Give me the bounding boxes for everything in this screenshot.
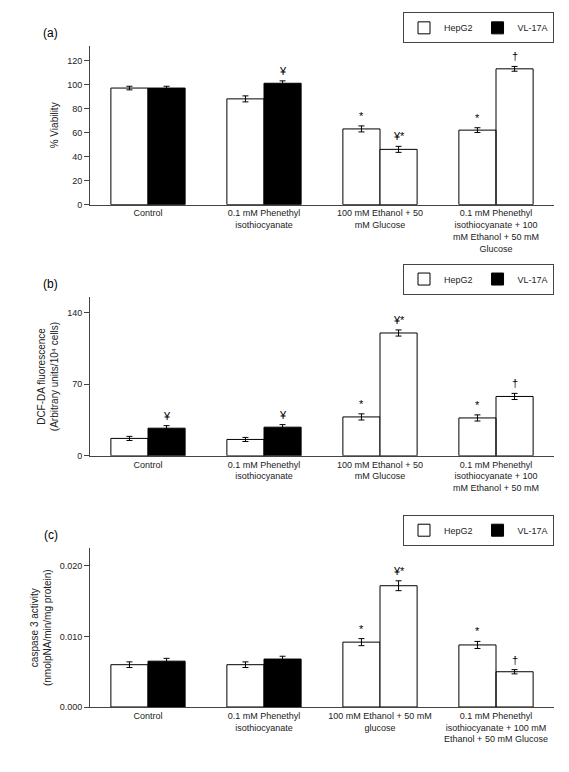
svg-text:20: 20 bbox=[72, 176, 82, 186]
svg-text:70: 70 bbox=[72, 379, 82, 389]
svg-text:*: * bbox=[359, 110, 364, 122]
svg-text:*: * bbox=[475, 399, 480, 411]
svg-text:0.1 mM Phenethylisothiocyanate: 0.1 mM Phenethylisothiocyanate bbox=[228, 208, 301, 230]
svg-text:0: 0 bbox=[77, 451, 82, 461]
svg-text:0.1 mM Phenethylisothiocyanate: 0.1 mM Phenethylisothiocyanate bbox=[228, 711, 301, 733]
svg-text:*: * bbox=[359, 398, 364, 410]
svg-text:140: 140 bbox=[67, 308, 82, 318]
svg-text:¥: ¥ bbox=[279, 65, 287, 77]
svg-text:0.1 mM Phenethylisothiocyanate: 0.1 mM Phenethylisothiocyanate bbox=[228, 460, 301, 482]
svg-text:0.020: 0.020 bbox=[60, 561, 83, 571]
svg-text:0.1 mM Phenethylisothiocyanate: 0.1 mM Phenethylisothiocyanate + 100 mME… bbox=[444, 711, 548, 744]
svg-text:†: † bbox=[512, 377, 518, 389]
svg-text:100 mM Ethanol + 50 mMglucose: 100 mM Ethanol + 50 mMglucose bbox=[328, 711, 431, 733]
svg-text:¥: ¥ bbox=[279, 409, 287, 421]
svg-text:*: * bbox=[475, 625, 480, 637]
svg-text:VL-17A: VL-17A bbox=[518, 275, 548, 285]
svg-text:Control: Control bbox=[133, 460, 162, 470]
svg-text:(c): (c) bbox=[44, 528, 58, 542]
svg-text:80: 80 bbox=[72, 104, 82, 114]
svg-text:0.1 mM Phenethylisothiocyanate: 0.1 mM Phenethylisothiocyanate + 100mM E… bbox=[453, 460, 539, 493]
svg-text:% Viability: % Viability bbox=[49, 102, 60, 148]
svg-text:¥*: ¥* bbox=[393, 565, 405, 577]
svg-text:120: 120 bbox=[67, 56, 82, 66]
svg-text:100 mM Ethanol + 50mM Glucose: 100 mM Ethanol + 50mM Glucose bbox=[337, 208, 423, 230]
svg-text:(b): (b) bbox=[43, 277, 58, 291]
svg-text:HepG2: HepG2 bbox=[444, 275, 473, 285]
svg-text:100 mM Ethanol + 50mM Glucose: 100 mM Ethanol + 50mM Glucose bbox=[337, 460, 423, 482]
svg-text:DCF-DA fluorescence(Arbitrary: DCF-DA fluorescence(Arbitrary units/10⁴ … bbox=[36, 322, 60, 431]
svg-text:¥*: ¥* bbox=[393, 314, 405, 326]
svg-text:60: 60 bbox=[72, 128, 82, 138]
svg-text:*: * bbox=[475, 112, 480, 124]
svg-text:†: † bbox=[512, 654, 518, 666]
svg-text:0.000: 0.000 bbox=[60, 702, 83, 712]
svg-text:0.010: 0.010 bbox=[60, 632, 83, 642]
svg-text:VL-17A: VL-17A bbox=[518, 526, 548, 536]
svg-text:*: * bbox=[359, 623, 364, 635]
svg-text:¥: ¥ bbox=[163, 410, 171, 422]
svg-text:caspase 3 activity(nmolpNA/min: caspase 3 activity(nmolpNA/min/mg protei… bbox=[29, 569, 53, 686]
svg-text:0.1 mM Phenethylisothiocyanate: 0.1 mM Phenethylisothiocyanate + 100mM E… bbox=[453, 208, 539, 253]
svg-text:VL-17A: VL-17A bbox=[518, 23, 548, 33]
svg-text:0: 0 bbox=[77, 200, 82, 210]
svg-text:HepG2: HepG2 bbox=[444, 23, 473, 33]
svg-text:¥*: ¥* bbox=[393, 130, 405, 142]
svg-text:HepG2: HepG2 bbox=[444, 526, 473, 536]
svg-text:(a): (a) bbox=[43, 26, 58, 40]
svg-text:40: 40 bbox=[72, 152, 82, 162]
svg-text:Control: Control bbox=[133, 711, 162, 721]
svg-text:Control: Control bbox=[133, 208, 162, 218]
svg-text:100: 100 bbox=[67, 80, 82, 90]
svg-text:†: † bbox=[512, 50, 518, 62]
